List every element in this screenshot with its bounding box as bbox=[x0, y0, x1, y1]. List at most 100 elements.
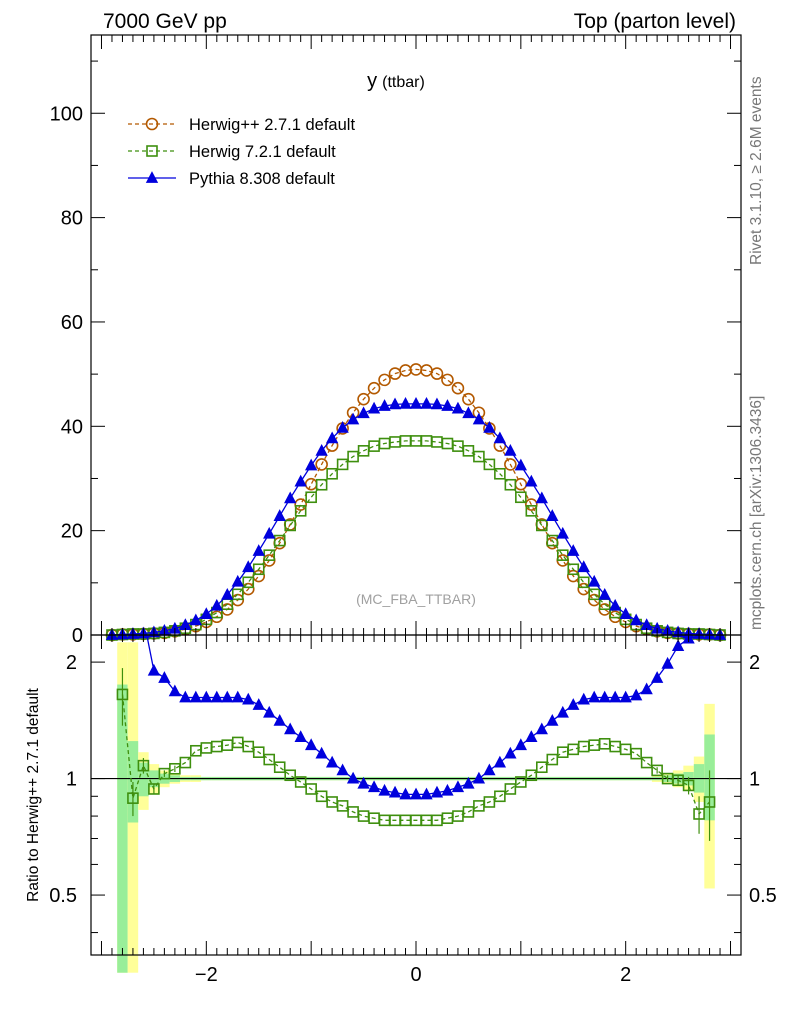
header-left: 7000 GeV pp bbox=[103, 10, 227, 33]
series-1-point-39 bbox=[515, 491, 527, 504]
ratio-1-point-42 bbox=[556, 705, 569, 718]
band-green-1 bbox=[127, 741, 139, 823]
ratio-xtick-label: 0 bbox=[410, 964, 421, 986]
ratio-0-point-6 bbox=[179, 756, 192, 769]
series-1-point-19 bbox=[305, 491, 317, 504]
main-title: y (ttbar) bbox=[367, 70, 425, 92]
series-2-point-17 bbox=[284, 491, 297, 504]
ratio-1-point-31 bbox=[441, 783, 454, 796]
ratio-1-point-11 bbox=[231, 690, 244, 703]
ratio-1-point-5 bbox=[168, 684, 182, 697]
series-2-point-11 bbox=[221, 587, 234, 600]
series-2-point-44 bbox=[567, 544, 580, 556]
ratio-0-point-55 bbox=[693, 808, 705, 820]
ratio-1-point-27 bbox=[399, 787, 412, 800]
ratio-0-point-15 bbox=[273, 761, 286, 774]
series-2-point-20 bbox=[315, 443, 328, 456]
series-1-point-13 bbox=[242, 576, 255, 589]
ratio-xtick-label: −2 bbox=[195, 964, 218, 986]
ratio-0-point-5 bbox=[169, 762, 181, 775]
series-0-point-33 bbox=[451, 381, 465, 395]
series-0-point-25 bbox=[367, 381, 381, 395]
ratio-0-point-18 bbox=[305, 783, 317, 795]
series-2-point-39 bbox=[514, 458, 528, 471]
series-2-point-18 bbox=[294, 474, 307, 487]
series-0-point-24 bbox=[357, 392, 370, 406]
legend-marker-1 bbox=[146, 145, 158, 157]
ratio-0-point-3 bbox=[148, 783, 160, 795]
rivet-label: Rivet 3.1.10, ≥ 2.6M events bbox=[748, 76, 765, 265]
series-0-point-18 bbox=[294, 498, 307, 511]
ratio-0-point-36 bbox=[494, 790, 506, 803]
ratio-1-point-25 bbox=[378, 783, 391, 796]
ratio-0-point-41 bbox=[546, 753, 559, 766]
ratio-ytick-label-right: 2 bbox=[749, 652, 760, 674]
ratio-0-point-39 bbox=[525, 769, 538, 782]
series-0-point-31 bbox=[430, 367, 444, 380]
ratio-1-point-53 bbox=[671, 639, 685, 651]
series-1-point-41 bbox=[536, 519, 548, 532]
main-plot-axes: 0 20 40 60 80 100 bbox=[50, 34, 742, 647]
ratio-clipped bbox=[116, 635, 716, 841]
series-2-point-35 bbox=[472, 412, 486, 425]
ratio-1-point-22 bbox=[346, 771, 360, 784]
band-green-0 bbox=[117, 684, 128, 973]
main-ytick-label: 40 bbox=[61, 416, 83, 438]
ratio-1-point-28 bbox=[409, 787, 423, 800]
ratio-0-point-37 bbox=[504, 783, 517, 795]
analysis-watermark: (MC_FBA_TTBAR) bbox=[356, 591, 476, 607]
ratio-1-point-10 bbox=[221, 690, 234, 703]
ratio-1-point-40 bbox=[535, 722, 548, 735]
series-line-0 bbox=[111, 368, 721, 636]
series-2-point-30 bbox=[420, 397, 433, 409]
ratio-0-point-1 bbox=[127, 792, 139, 804]
ratio-0-point-23 bbox=[357, 810, 370, 822]
series-2-point-32 bbox=[441, 399, 454, 411]
series-2-point-33 bbox=[451, 401, 465, 414]
ratio-1-point-32 bbox=[451, 780, 465, 793]
legend-label-0: Herwig++ 2.7.1 default bbox=[189, 116, 355, 134]
series-2-point-19 bbox=[304, 458, 318, 471]
ratio-1-point-30 bbox=[430, 785, 444, 798]
ratio-0-point-14 bbox=[263, 753, 276, 766]
legend-marker-0 bbox=[145, 117, 159, 131]
ratio-1-point-16 bbox=[284, 722, 297, 735]
legend: Herwig++ 2.7.1 default Herwig 7.2.1 defau… bbox=[128, 116, 355, 188]
main-ytick-label: 100 bbox=[50, 103, 83, 125]
series-1-point-16 bbox=[273, 534, 286, 547]
ratio-1-point-45 bbox=[588, 690, 601, 703]
ratio-ytick-label-right: 0.5 bbox=[749, 885, 777, 907]
ratio-1-point-12 bbox=[242, 692, 255, 705]
series-line-1 bbox=[111, 440, 721, 636]
ratio-1-point-15 bbox=[273, 713, 286, 726]
series-0-point-20 bbox=[315, 458, 328, 471]
series-1-point-21 bbox=[326, 467, 338, 480]
main-ytick-label: 0 bbox=[72, 625, 83, 647]
ratio-1-point-7 bbox=[189, 690, 203, 703]
series-0-point-32 bbox=[441, 373, 454, 387]
series-2-point-43 bbox=[556, 526, 569, 539]
series-1-point-18 bbox=[294, 505, 307, 517]
main-plot-series bbox=[105, 363, 727, 642]
series-2-point-34 bbox=[462, 406, 475, 419]
series-2-point-12 bbox=[231, 574, 244, 587]
series-1-point-17 bbox=[284, 519, 296, 532]
ratio-0-point-34 bbox=[473, 800, 485, 812]
series-0-point-34 bbox=[462, 392, 475, 406]
ratio-1-point-35 bbox=[483, 763, 496, 776]
ratio-0-point-40 bbox=[536, 761, 548, 774]
ratio-1-point-24 bbox=[367, 780, 381, 793]
legend-marker-2 bbox=[145, 171, 159, 183]
series-2-point-25 bbox=[367, 401, 381, 414]
ratio-1-point-14 bbox=[263, 705, 276, 718]
series-2-point-26 bbox=[378, 399, 391, 411]
series-2-point-16 bbox=[273, 509, 286, 521]
main-ytick-label: 60 bbox=[61, 312, 83, 334]
ratio-0-point-56 bbox=[703, 796, 716, 808]
ratio-1-point-48 bbox=[619, 690, 632, 703]
ratio-1-point-6 bbox=[179, 690, 192, 703]
series-2-point-50 bbox=[629, 613, 643, 626]
ratio-xtick-label: 2 bbox=[620, 964, 631, 986]
ratio-0-point-13 bbox=[252, 746, 265, 758]
series-2-point-46 bbox=[588, 574, 601, 587]
